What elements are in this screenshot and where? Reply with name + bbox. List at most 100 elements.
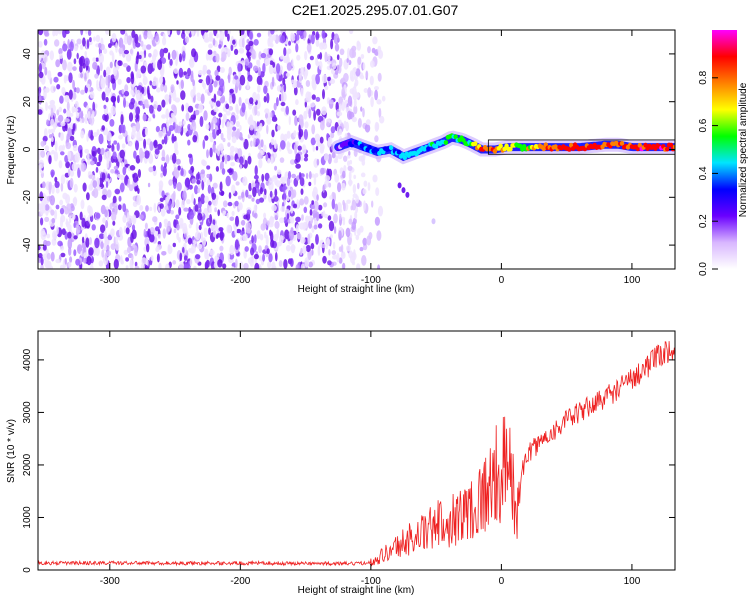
noise-speck: [300, 154, 304, 162]
noise-speck: [278, 235, 284, 245]
noise-speck: [324, 175, 331, 182]
noise-speck: [322, 89, 325, 100]
noise-speck: [38, 94, 42, 105]
noise-speck: [231, 210, 235, 216]
noise-speck: [87, 158, 91, 165]
y-tick-label: 1000: [22, 506, 33, 529]
noise-speck: [52, 230, 58, 240]
noise-speck: [209, 214, 213, 225]
noise-speck: [271, 76, 275, 88]
noise-speck: [81, 236, 85, 244]
spectrogram-y-ticks: -40 -20 0 20 40: [22, 48, 675, 252]
noise-speck: [158, 180, 164, 189]
noise-speck: [272, 61, 276, 68]
noise-speck: [297, 145, 302, 151]
noise-speck: [115, 42, 118, 53]
noise-speck: [247, 155, 252, 165]
noise-speck: [204, 30, 209, 33]
noise-speck: [186, 198, 191, 205]
noise-speck: [108, 160, 112, 168]
noise-speck: [144, 265, 149, 269]
noise-speck: [314, 133, 321, 143]
noise-speck: [239, 164, 243, 170]
noise-speck: [170, 210, 175, 215]
noise-speck: [140, 65, 147, 74]
x-tick-label: 100: [624, 576, 641, 587]
noise-speck: [204, 135, 209, 141]
noise-speck: [286, 62, 292, 71]
noise-speck: [375, 187, 380, 197]
noise-speck: [283, 83, 287, 93]
noise-speck: [95, 57, 99, 62]
noise-speck: [167, 245, 173, 255]
noise-speck: [132, 243, 136, 249]
noise-speck: [235, 121, 240, 128]
noise-speck: [152, 165, 156, 172]
noise-speck: [173, 228, 177, 234]
noise-speck: [191, 178, 197, 184]
noise-speck: [180, 90, 186, 101]
noise-speck: [152, 61, 156, 69]
noise-speck: [249, 124, 254, 131]
noise-speck: [156, 87, 161, 93]
noise-speck: [327, 136, 333, 147]
noise-speck: [239, 156, 244, 165]
noise-speck: [89, 37, 92, 43]
noise-speck: [192, 121, 197, 132]
noise-speck: [289, 216, 295, 224]
noise-speck: [376, 230, 382, 242]
noise-speck: [89, 91, 95, 99]
noise-speck: [316, 158, 320, 166]
noise-speck: [245, 222, 251, 231]
noise-speck: [280, 101, 286, 107]
noise-speck: [343, 72, 349, 83]
noise-speck: [160, 172, 164, 178]
noise-speck: [188, 169, 192, 175]
noise-speck: [123, 35, 128, 45]
noise-speck: [208, 54, 212, 61]
noise-speck: [295, 216, 301, 223]
noise-speck: [339, 48, 345, 56]
noise-speck: [160, 57, 167, 64]
noise-speck: [125, 257, 129, 262]
noise-speck: [232, 171, 238, 182]
noise-speck: [96, 147, 101, 154]
noise-speck: [276, 71, 280, 81]
noise-speck: [321, 106, 327, 116]
x-tick-label: -300: [100, 275, 120, 286]
noise-speck: [143, 138, 147, 149]
noise-speck: [50, 118, 55, 127]
colorbar-tick-label: 0.8: [698, 70, 709, 84]
noise-speck: [208, 100, 213, 105]
noise-speck: [162, 126, 167, 137]
noise-speck: [227, 33, 230, 42]
noise-speck: [357, 182, 360, 190]
noise-speck: [117, 204, 122, 211]
noise-speck: [370, 60, 375, 68]
noise-speck: [145, 205, 149, 212]
colorbar-tick-label: 0.0: [698, 262, 709, 276]
noise-speck: [40, 263, 44, 269]
noise-speck: [293, 86, 298, 96]
noise-speck: [264, 172, 270, 182]
noise-speck: [260, 223, 266, 231]
noise-speck: [241, 191, 245, 199]
noise-speck: [155, 246, 160, 253]
noise-speck: [72, 123, 76, 131]
noise-speck: [232, 126, 237, 132]
noise-speck: [157, 59, 163, 71]
noise-speck: [191, 243, 196, 254]
noise-speck: [71, 213, 76, 221]
noise-speck: [219, 230, 224, 241]
spectrogram-x-ticks: -300 -200 -100 0 100: [100, 30, 641, 286]
noise-speck: [343, 155, 348, 162]
noise-speck: [184, 177, 191, 188]
noise-speck: [296, 232, 302, 240]
noise-speck: [174, 140, 178, 152]
noise-speck: [79, 211, 83, 221]
noise-speck: [304, 153, 309, 159]
noise-speck: [115, 169, 119, 174]
trace-cell: [665, 146, 670, 152]
noise-speck: [172, 242, 176, 248]
noise-speck: [357, 118, 362, 128]
